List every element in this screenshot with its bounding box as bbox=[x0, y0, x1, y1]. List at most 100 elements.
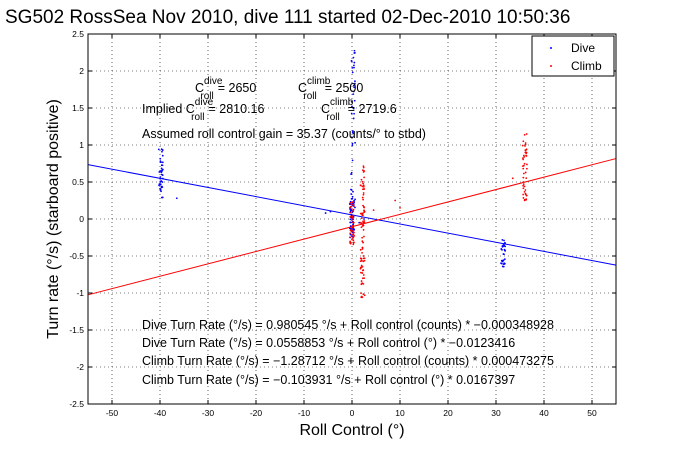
data-point bbox=[359, 266, 362, 269]
data-point bbox=[352, 239, 355, 242]
data-point bbox=[351, 159, 354, 162]
data-point bbox=[353, 231, 355, 234]
data-point bbox=[522, 184, 525, 187]
legend: Dive Climb bbox=[531, 35, 615, 77]
data-point bbox=[349, 233, 352, 236]
data-point bbox=[161, 154, 164, 157]
data-point bbox=[354, 82, 356, 85]
plot-frame bbox=[87, 33, 617, 405]
y-tick-label: 1 bbox=[79, 140, 84, 150]
data-point bbox=[352, 190, 354, 193]
data-point bbox=[351, 226, 354, 229]
data-point bbox=[352, 229, 355, 232]
data-point bbox=[161, 196, 164, 199]
data-point bbox=[523, 162, 526, 165]
data-point bbox=[360, 292, 362, 295]
data-point bbox=[504, 249, 507, 252]
x-tick-label: 30 bbox=[491, 408, 501, 418]
data-point bbox=[161, 174, 164, 176]
data-point bbox=[352, 93, 355, 95]
x-tick-label: -20 bbox=[250, 408, 263, 418]
y-tick-label: 2.5 bbox=[72, 29, 84, 39]
data-point bbox=[351, 144, 354, 147]
equation-line: Dive Turn Rate (°/s) = 0.0558853 °/s + R… bbox=[142, 336, 515, 350]
data-point bbox=[523, 185, 526, 188]
x-tick-label: 20 bbox=[443, 408, 453, 418]
data-point bbox=[504, 241, 506, 244]
data-point bbox=[159, 188, 162, 191]
data-point bbox=[361, 180, 364, 183]
data-point bbox=[349, 201, 352, 204]
data-point bbox=[363, 176, 365, 179]
y-tick-label: -1.5 bbox=[69, 325, 84, 335]
data-point bbox=[353, 205, 355, 208]
data-point bbox=[351, 197, 354, 200]
data-point bbox=[362, 229, 365, 231]
chart-title: SG502 RossSea Nov 2010, dive 111 started… bbox=[5, 7, 570, 28]
data-point bbox=[503, 239, 505, 242]
data-point bbox=[361, 248, 364, 250]
data-point bbox=[362, 282, 365, 285]
data-point bbox=[525, 198, 528, 201]
data-point bbox=[158, 184, 160, 187]
data-point bbox=[522, 183, 525, 186]
data-point bbox=[522, 181, 525, 183]
data-point bbox=[360, 217, 363, 220]
x-axis-label: Roll Control (°) bbox=[299, 422, 404, 439]
data-point bbox=[350, 228, 353, 231]
data-point bbox=[160, 161, 162, 164]
data-point bbox=[351, 131, 354, 134]
data-point bbox=[503, 253, 505, 256]
data-point bbox=[524, 145, 526, 147]
data-point bbox=[360, 264, 363, 267]
x-tick-label: 0 bbox=[350, 408, 355, 418]
data-point bbox=[361, 185, 364, 188]
data-point bbox=[363, 170, 366, 172]
data-point bbox=[161, 161, 164, 164]
data-point bbox=[502, 263, 505, 266]
data-point bbox=[350, 136, 353, 139]
y-tick-label: 1.5 bbox=[72, 103, 84, 113]
data-point bbox=[363, 206, 365, 209]
data-point bbox=[360, 280, 363, 282]
data-point bbox=[351, 142, 354, 145]
data-point bbox=[159, 176, 162, 178]
data-point bbox=[522, 172, 525, 175]
data-point bbox=[353, 99, 356, 102]
data-point bbox=[362, 169, 364, 172]
data-point bbox=[523, 134, 526, 136]
data-point bbox=[160, 180, 163, 182]
data-point bbox=[360, 226, 363, 229]
data-point bbox=[349, 215, 352, 218]
data-point bbox=[363, 259, 366, 262]
c-climb-label: Cclimb roll= 2500 bbox=[298, 76, 363, 102]
data-point bbox=[354, 141, 356, 144]
data-point bbox=[394, 199, 397, 202]
data-point bbox=[523, 156, 526, 158]
data-point bbox=[351, 238, 353, 241]
data-point bbox=[363, 210, 366, 213]
data-point bbox=[524, 149, 527, 152]
data-point bbox=[161, 150, 163, 153]
data-point bbox=[352, 243, 355, 246]
data-point bbox=[160, 148, 163, 151]
data-point bbox=[363, 218, 365, 220]
data-point bbox=[502, 259, 505, 262]
data-point bbox=[350, 193, 353, 195]
implied-dive-label: Implied Cdive roll= 2810.16 bbox=[142, 97, 265, 123]
legend-marker-climb bbox=[550, 65, 552, 67]
data-point bbox=[526, 163, 528, 166]
data-point bbox=[522, 176, 525, 179]
y-tick-label: 0.5 bbox=[72, 177, 84, 187]
equation-line: Climb Turn Rate (°/s) = −0.103931 °/s + … bbox=[142, 373, 515, 387]
data-point bbox=[361, 225, 364, 227]
y-axis-label: Turn rate (°/s) (starboard positive) bbox=[45, 99, 62, 339]
data-point bbox=[523, 190, 526, 193]
gain-label: Assumed roll control gain = 35.37 (count… bbox=[142, 127, 426, 141]
data-point bbox=[352, 217, 354, 220]
data-point bbox=[359, 184, 362, 187]
data-point bbox=[349, 221, 352, 224]
data-point bbox=[522, 140, 525, 143]
data-point bbox=[159, 177, 162, 180]
x-tick-label: -10 bbox=[298, 408, 311, 418]
